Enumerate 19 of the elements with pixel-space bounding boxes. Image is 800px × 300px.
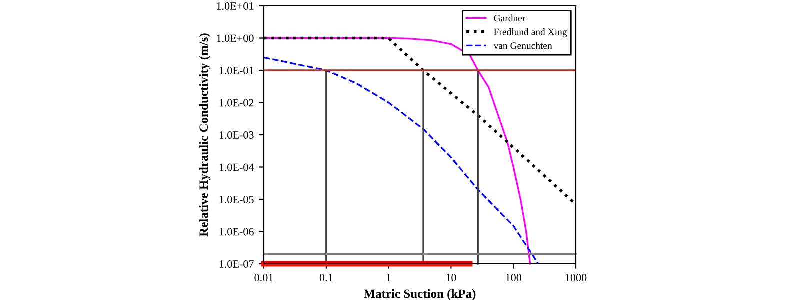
legend-label: van Genuchten	[494, 42, 552, 50]
x-tick-label: 100	[506, 274, 522, 282]
x-tick-label: 1000	[566, 274, 587, 282]
legend-label: Gardner	[494, 14, 526, 22]
y-tick-label: 1.0E-03	[220, 131, 254, 140]
y-tick-label: 1.0E-05	[220, 196, 254, 204]
legend-label: Fredlund and Xing	[494, 28, 568, 38]
x-tick-label: 0.01	[254, 274, 274, 282]
y-tick-label: 1.0E-01	[220, 66, 254, 75]
x-tick-label: 10	[446, 274, 456, 282]
y-tick-label: 1.0E+00	[217, 34, 254, 42]
y-tick-label: 1.0E-07	[220, 260, 254, 268]
y-tick-label: 1.0E-02	[220, 99, 254, 107]
y-tick-label: 1.0E-04	[220, 164, 254, 172]
y-tick-label: 1.0E+01	[217, 2, 254, 10]
x-tick-label: 1	[387, 274, 391, 282]
x-tick-label: 0.1	[320, 274, 333, 282]
y-tick-label: 1.0E-06	[220, 228, 254, 236]
y-axis-title: Relative Hydraulic Conductivity (m/s)	[199, 34, 211, 237]
